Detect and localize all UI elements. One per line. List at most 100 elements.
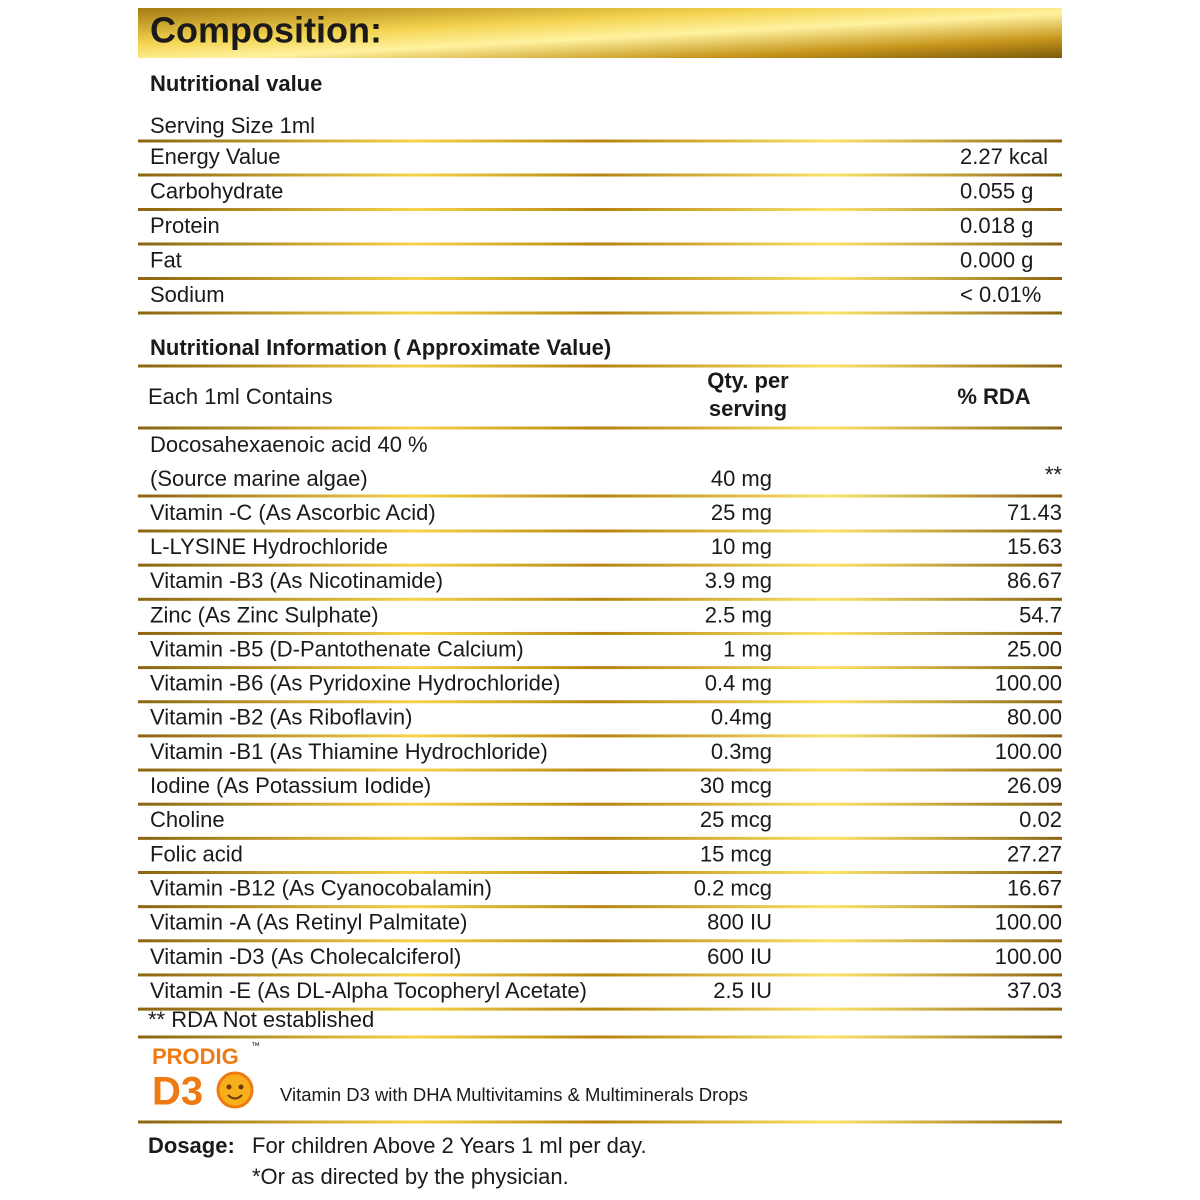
row-name: Vitamin -C (As Ascorbic Acid) (150, 500, 436, 525)
logo: PRODIG ™ D3 (152, 1040, 260, 1113)
row-name: Docosahexaenoic acid 40 % (150, 432, 428, 457)
product-name: D3 (152, 1070, 203, 1114)
footnote: ** RDA Not established (148, 1007, 374, 1032)
row-qty: 800 IU (707, 910, 772, 935)
row-qty: 0.2 mcg (694, 875, 772, 900)
row-qty: 0.4 mg (705, 671, 772, 696)
column-header: % RDA (957, 384, 1030, 409)
row-name: Vitamin -B1 (As Thiamine Hydrochloride) (150, 739, 548, 764)
row-qty: 25 mcg (700, 807, 772, 832)
row-rda: 0.02 (1019, 807, 1062, 832)
divider (138, 836, 1062, 840)
brand: PRODIG (152, 1044, 239, 1069)
row-rda: 15.63 (1007, 534, 1062, 559)
divider (138, 939, 1062, 943)
row-qty: 15 mcg (700, 841, 772, 866)
divider (138, 208, 1062, 211)
divider (138, 173, 1062, 177)
serving: Serving Size 1ml (150, 113, 315, 138)
dosage-text: For children Above 2 Years 1 ml per day. (252, 1133, 647, 1158)
row-name: Vitamin -B12 (As Cyanocobalamin) (150, 875, 492, 900)
section-title: Nutritional value (150, 71, 322, 96)
row-name: Vitamin -B6 (As Pyridoxine Hydrochloride… (150, 671, 560, 696)
row-name: Vitamin -E (As DL-Alpha Tocopheryl Aceta… (150, 978, 587, 1003)
header-title: Composition: (150, 10, 382, 51)
divider (138, 364, 1062, 368)
row-qty: 3.9 mg (705, 568, 772, 593)
row-value: 0.055 g (960, 178, 1033, 203)
column-header: Each 1ml Contains (148, 384, 333, 409)
row-name: Vitamin -B3 (As Nicotinamide) (150, 568, 443, 593)
row-rda: 25.00 (1007, 636, 1062, 661)
row-qty: 2.5 mg (705, 602, 772, 627)
divider (138, 242, 1062, 246)
row-label: Carbohydrate (150, 178, 283, 203)
row-value: 0.018 g (960, 213, 1033, 238)
trademark: ™ (251, 1040, 260, 1050)
row-qty: 25 mg (711, 500, 772, 525)
row-name: Vitamin -B5 (D-Pantothenate Calcium) (150, 636, 524, 661)
caption: Vitamin D3 with DHA Multivitamins & Mult… (280, 1085, 748, 1105)
divider (138, 494, 1062, 498)
row-name: Zinc (As Zinc Sulphate) (150, 602, 379, 627)
sun-smile (227, 1094, 243, 1100)
row-value: 2.27 kcal (960, 144, 1048, 169)
row-qty: 2.5 IU (713, 978, 772, 1003)
divider (138, 529, 1062, 533)
row-name: Vitamin -D3 (As Cholecalciferol) (150, 944, 461, 969)
divider (138, 802, 1062, 806)
divider (138, 905, 1062, 909)
row-qty: 600 IU (707, 944, 772, 969)
column-header: serving (709, 396, 787, 421)
row-name: Vitamin -B2 (As Riboflavin) (150, 705, 412, 730)
row-name: Folic acid (150, 841, 243, 866)
row-rda: 100.00 (995, 739, 1062, 764)
row-label: Sodium (150, 282, 225, 307)
header-bar (138, 8, 1062, 58)
divider (138, 277, 1062, 280)
divider (138, 973, 1062, 977)
row-label: Fat (150, 247, 182, 272)
row-qty: 40 mg (711, 466, 772, 491)
divider (138, 563, 1062, 567)
divider (138, 734, 1062, 738)
row-value: < 0.01% (960, 282, 1041, 307)
divider (138, 666, 1062, 670)
divider (138, 1120, 1062, 1124)
dosage-note: *Or as directed by the physician. (252, 1164, 569, 1189)
row-rda: 16.67 (1007, 875, 1062, 900)
row-rda: 71.43 (1007, 500, 1062, 525)
divider (138, 768, 1062, 772)
row-qty: 0.3mg (711, 739, 772, 764)
column-header: Qty. per (707, 368, 789, 393)
divider (138, 1035, 1062, 1039)
sun-eye (238, 1084, 244, 1090)
divider (138, 311, 1062, 315)
row-name: L-LYSINE Hydrochloride (150, 534, 388, 559)
row-qty: 30 mcg (700, 773, 772, 798)
row-rda: 100.00 (995, 671, 1062, 696)
section-title: Nutritional Information ( Approximate Va… (150, 335, 611, 360)
divider (138, 1007, 1062, 1011)
row-rda: 54.7 (1019, 602, 1062, 627)
row-rda: 100.00 (995, 944, 1062, 969)
divider (138, 139, 1062, 143)
divider (138, 631, 1062, 635)
row-value: 0.000 g (960, 247, 1033, 272)
sun-icon (216, 1071, 254, 1109)
row-qty: 0.4mg (711, 705, 772, 730)
row-rda: 26.09 (1007, 773, 1062, 798)
row-rda: 80.00 (1007, 705, 1062, 730)
row-name: (Source marine algae) (150, 466, 368, 491)
divider (138, 426, 1062, 430)
row-label: Protein (150, 213, 220, 238)
divider (138, 700, 1062, 704)
row-name: Choline (150, 807, 225, 832)
row-name: Iodine (As Potassium Iodide) (150, 773, 431, 798)
row-rda: ** (1045, 462, 1063, 487)
row-name: Vitamin -A (As Retinyl Palmitate) (150, 910, 467, 935)
dosage-label: Dosage: (148, 1133, 235, 1158)
sun-eye (226, 1084, 232, 1090)
row-qty: 10 mg (711, 534, 772, 559)
